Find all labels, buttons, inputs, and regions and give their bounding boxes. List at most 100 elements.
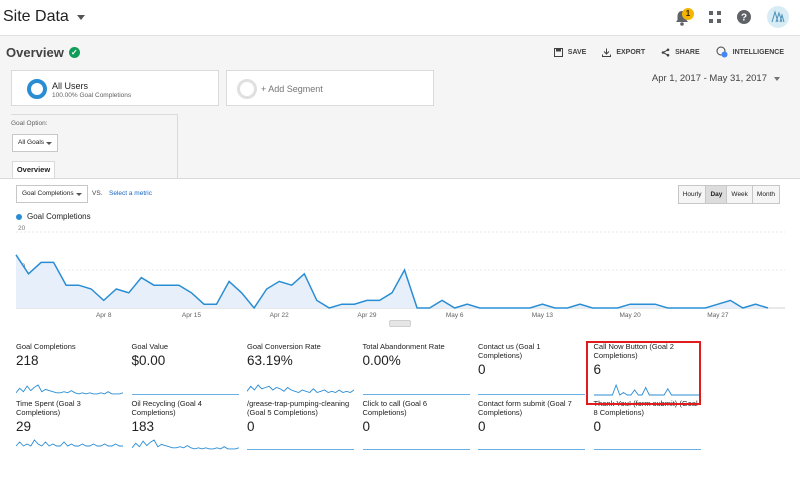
sparkline xyxy=(593,383,701,396)
scorecard[interactable]: Goal Completions 218 xyxy=(16,342,123,395)
save-icon xyxy=(553,47,563,57)
report-header xyxy=(0,36,800,178)
period-week-button[interactable]: Week xyxy=(727,186,753,203)
save-button[interactable]: SAVE xyxy=(553,46,586,58)
tab-overview[interactable]: Overview xyxy=(12,161,55,178)
legend-marker xyxy=(16,213,22,220)
scorecard-value: $0.00 xyxy=(131,353,166,368)
divider xyxy=(11,114,177,115)
divider xyxy=(177,114,178,178)
scorecard-label: Time Spent (Goal 3 Completions) xyxy=(16,399,81,417)
scorecard[interactable]: Total Abandonment Rate 0.00% xyxy=(362,342,470,395)
scorecard-label: Total Abandonment Rate xyxy=(362,342,445,351)
legend-label: Goal Completions xyxy=(27,212,91,221)
chart-legend: Goal Completions xyxy=(16,212,91,221)
sparkline-flat xyxy=(593,449,701,450)
x-tick-label: May 13 xyxy=(532,312,554,319)
scorecard[interactable]: Time Spent (Goal 3 Completions) 29 xyxy=(16,399,123,447)
sparkline-flat xyxy=(478,449,585,450)
divider xyxy=(0,178,800,179)
scorecard-value: 29 xyxy=(16,419,32,434)
intelligence-button[interactable]: INTELLIGENCE xyxy=(716,46,784,58)
x-tick-label: Apr 22 xyxy=(270,312,290,319)
share-button[interactable]: SHARE xyxy=(661,46,700,58)
scorecard[interactable]: Goal Conversion Rate 63.19% xyxy=(247,342,354,394)
help-icon[interactable]: ? xyxy=(736,9,752,25)
account-avatar-icon[interactable] xyxy=(766,5,790,29)
sparkline-path xyxy=(247,384,354,394)
scorecard-label: Contact us (Goal 1 Completions) xyxy=(478,342,541,360)
scorecard-value: 218 xyxy=(16,353,39,368)
sparkline xyxy=(131,439,239,450)
empty-segment-ring-icon xyxy=(237,79,257,99)
date-range-picker[interactable]: Apr 1, 2017 - May 31, 2017 xyxy=(652,73,780,84)
select-metric-link[interactable]: Select a metric xyxy=(109,190,152,197)
scorecard[interactable]: Goal Value $0.00 xyxy=(131,342,239,395)
x-tick-label: Apr 8 xyxy=(96,312,112,319)
scorecard[interactable]: Oil Recycling (Goal 4 Completions) 183 xyxy=(131,399,239,450)
series-area xyxy=(16,254,768,308)
export-button[interactable]: EXPORT xyxy=(602,46,645,58)
sparkline-flat xyxy=(131,394,239,395)
goal-option-label: Goal Option: xyxy=(11,120,48,127)
chevron-down-icon xyxy=(46,142,52,145)
metric-select[interactable]: Goal Completions xyxy=(16,185,88,203)
apps-grid-icon[interactable] xyxy=(708,10,722,24)
scorecard-label: Oil Recycling (Goal 4 Completions) xyxy=(131,399,202,417)
sparkline-path xyxy=(16,439,123,447)
vs-label: VS. xyxy=(92,190,103,197)
scorecard-value: 0 xyxy=(478,362,486,377)
sparkline-flat xyxy=(362,449,470,450)
period-hourly-button[interactable]: Hourly xyxy=(679,186,707,203)
segment-ring-icon xyxy=(27,79,47,99)
scorecard-value: 63.19% xyxy=(247,353,293,368)
top-bar: Site Data 1 ? xyxy=(0,0,800,36)
segment-all-users[interactable]: All Users 100.00% Goal Completions xyxy=(11,70,219,106)
sparkline-path xyxy=(16,384,123,395)
scorecard-label: /grease-trap-pumping-cleaning (Goal 5 Co… xyxy=(247,399,350,417)
y-tick-label: 20 xyxy=(18,225,26,232)
intelligence-icon xyxy=(716,46,728,58)
sparkline-flat xyxy=(478,394,585,395)
sparkline-path xyxy=(131,439,239,450)
add-segment-button[interactable]: + Add Segment xyxy=(226,70,434,106)
chevron-down-icon xyxy=(76,14,85,20)
notifications-button[interactable]: 1 xyxy=(674,6,694,28)
period-day-button[interactable]: Day xyxy=(706,186,728,203)
sparkline-flat xyxy=(247,449,354,450)
goal-option-select[interactable]: All Goals xyxy=(12,134,58,152)
scorecard[interactable]: Contact form submit (Goal 7 Completions)… xyxy=(478,399,585,450)
page-title: Overview ✓ xyxy=(6,45,80,60)
scorecard-label: Goal Conversion Rate xyxy=(247,342,321,351)
verified-check-icon: ✓ xyxy=(68,47,80,58)
period-month-button[interactable]: Month xyxy=(756,191,775,198)
series-line xyxy=(15,254,769,310)
scorecard-label: Goal Value xyxy=(131,342,169,351)
property-selector[interactable]: Site Data xyxy=(3,8,85,26)
sparkline xyxy=(16,439,123,447)
scorecard-value: 0.00% xyxy=(362,353,401,368)
scorecard[interactable]: Contact us (Goal 1 Completions) 0 xyxy=(478,342,585,395)
scorecard[interactable]: Call Now Button (Goal 2 Completions) 6 xyxy=(593,342,701,396)
scorecard-value: 0 xyxy=(478,419,486,434)
x-tick-label: Apr 29 xyxy=(357,312,377,319)
sparkline-path xyxy=(593,383,701,396)
x-tick-label: Apr 15 xyxy=(182,312,202,319)
scorecard-value: 183 xyxy=(131,419,155,434)
chart-resize-handle[interactable] xyxy=(389,320,411,327)
scorecard-label: Click to call (Goal 6 Completions) xyxy=(362,399,428,417)
scorecard-value: 0 xyxy=(247,419,255,434)
scorecard-label: Goal Completions xyxy=(16,342,76,351)
share-icon xyxy=(661,48,670,56)
scorecard[interactable]: Click to call (Goal 6 Completions) 0 xyxy=(362,399,470,450)
scorecard[interactable]: /grease-trap-pumping-cleaning (Goal 5 Co… xyxy=(247,399,354,450)
scorecard-label: Contact form submit (Goal 7 Completions) xyxy=(478,399,572,417)
scorecard-value: 0 xyxy=(362,419,371,434)
x-tick-label: May 20 xyxy=(619,312,641,319)
export-icon xyxy=(602,48,612,57)
x-tick-label: May 27 xyxy=(707,312,729,319)
scorecard-value: 6 xyxy=(593,362,602,377)
scorecard-value: 0 xyxy=(593,419,602,434)
chevron-down-icon xyxy=(76,193,82,196)
